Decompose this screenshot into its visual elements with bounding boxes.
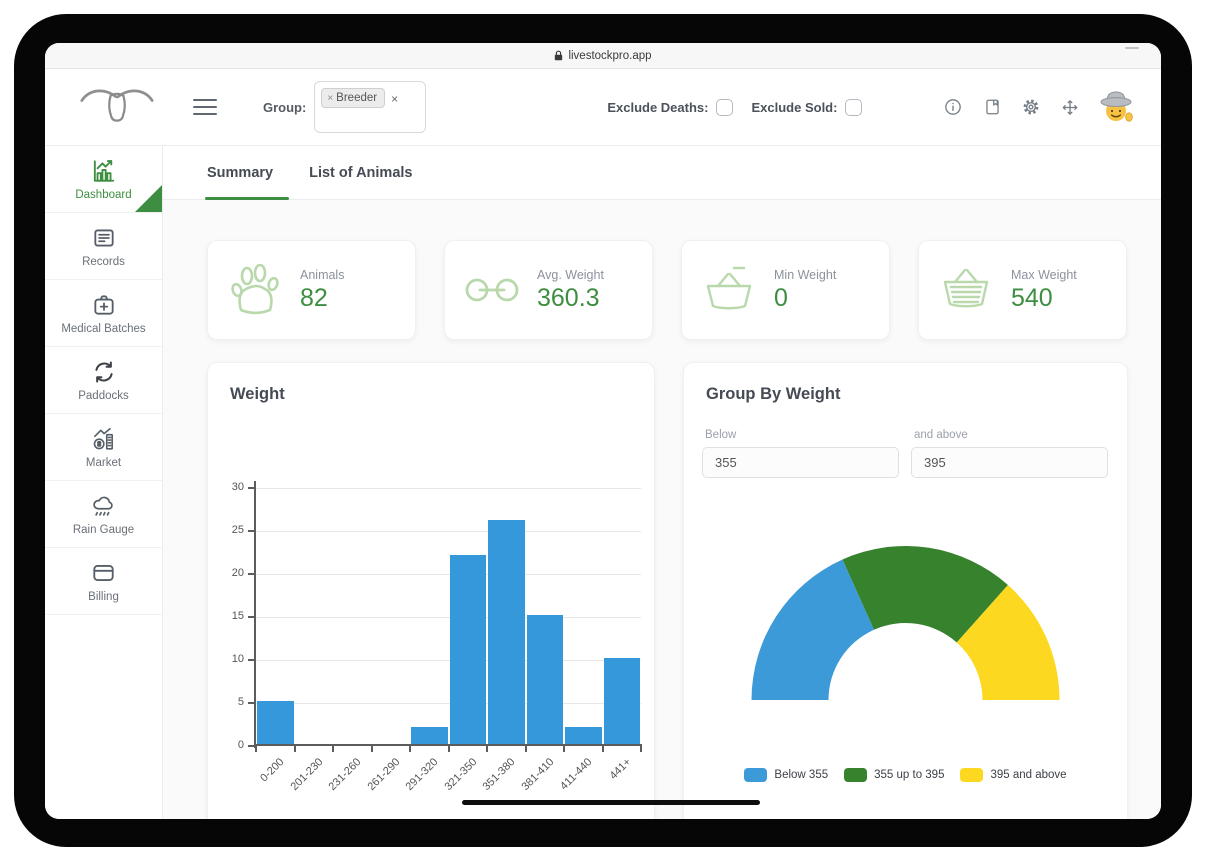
y-axis-tick-label: 30 (231, 481, 244, 493)
move-arrows-icon[interactable] (1060, 97, 1080, 117)
medical-kit-icon (93, 294, 114, 315)
legend-item-0[interactable]: Below 355 (744, 768, 828, 782)
histogram-bar-0-200 (257, 701, 294, 744)
legend-swatch (960, 768, 984, 782)
y-axis-tick-label: 5 (237, 696, 244, 708)
rain-cloud-icon (93, 496, 113, 516)
hamburger-menu-button[interactable] (193, 99, 217, 115)
weight-panel-title: Weight (230, 385, 285, 403)
histogram-bar-291-320 (411, 726, 448, 744)
and-above-field: and above (911, 429, 1108, 478)
main-content: Summary List of Animals (163, 146, 1161, 819)
basket-minus-icon (698, 264, 760, 316)
below-input[interactable] (702, 447, 899, 478)
gauge-segment-0 (751, 559, 874, 700)
settings-gear-icon[interactable] (1021, 97, 1041, 117)
paw-icon (224, 264, 286, 316)
home-indicator[interactable] (462, 800, 760, 805)
weight-histogram-chart: 0 5 10 15 20 25 30 0-200 201-230 231-260 261-290 29… (232, 481, 642, 793)
group-chip-breeder[interactable]: × Breeder (321, 88, 386, 108)
sidebar-item-records[interactable]: Records (45, 213, 162, 280)
y-axis-tick-label: 10 (231, 653, 244, 665)
refresh-arrows-icon (94, 360, 113, 383)
y-axis-tick-label: 20 (231, 567, 244, 579)
below-label: Below (705, 429, 737, 441)
stat-card-avg-weight: Avg. Weight 360.3 (444, 240, 653, 340)
dashboard-chart-icon (93, 159, 115, 182)
group-panel-title: Group By Weight (706, 385, 841, 403)
address-text: livestockpro.app (554, 50, 652, 62)
stat-value: 82 (300, 283, 328, 312)
group-multiselect[interactable]: × Breeder × (314, 81, 427, 133)
histogram-bar-381-410 (526, 615, 563, 744)
sidebar-item-medical-batches[interactable]: Medical Batches (45, 280, 162, 347)
gauge-segment-2 (956, 585, 1060, 700)
app-header: Group: × Breeder × Exclude Deaths: Exclu… (45, 69, 1161, 146)
sidebar-item-market[interactable]: Market (45, 414, 162, 481)
group-clear-button[interactable]: × (391, 92, 399, 106)
histogram-bar-321-350 (449, 554, 486, 744)
browser-url-bar[interactable]: livestockpro.app (45, 43, 1161, 69)
gauge-segment-1 (842, 545, 1008, 643)
stat-card-min-weight: Min Weight 0 (681, 240, 890, 340)
tab-list-of-animals[interactable]: List of Animals (309, 164, 413, 181)
stat-card-max-weight: Max Weight 540 (918, 240, 1127, 340)
window-control-dash (1125, 47, 1139, 49)
weight-histogram-panel: Weight 0 5 10 15 20 25 30 0-200 201-230 231-260 26… (207, 362, 655, 819)
legend-label: 355 up to 395 (874, 769, 945, 781)
screen: livestockpro.app Group: × Breeder × Excl… (45, 43, 1161, 819)
histogram-bar-441+ (603, 658, 640, 744)
credit-card-icon (93, 564, 114, 581)
and-above-label: and above (914, 429, 968, 441)
legend-item-1[interactable]: 355 up to 395 (844, 768, 944, 782)
legend-item-2[interactable]: 395 and above (960, 768, 1067, 782)
exclude-deaths-group: Exclude Deaths: (607, 98, 734, 116)
stat-label: Animals (300, 267, 345, 282)
cowboy-avatar[interactable] (1099, 90, 1135, 124)
group-by-weight-panel: Group By Weight Below and above Below 35… (683, 362, 1128, 819)
basket-full-icon (935, 264, 997, 316)
stat-cards-row: Animals 82 Avg. Weight 360.3 (207, 240, 1161, 340)
legend-swatch (844, 768, 868, 782)
sidebar-item-billing[interactable]: Billing (45, 548, 162, 615)
group-label: Group: (263, 99, 307, 115)
tab-summary[interactable]: Summary (204, 146, 290, 200)
exclude-sold-checkbox[interactable] (845, 98, 863, 116)
y-axis-tick-label: 15 (231, 610, 244, 622)
linked-rings-icon (461, 274, 523, 306)
legend-swatch (744, 768, 768, 782)
exclude-sold-group: Exclude Sold: (751, 98, 863, 116)
y-axis-tick-label: 0 (237, 739, 244, 751)
legend-label: Below 355 (774, 769, 829, 781)
legend-label: 395 and above (990, 769, 1067, 781)
bull-logo-icon (80, 89, 154, 122)
stat-card-animals: Animals 82 (207, 240, 416, 340)
tab-bar: Summary List of Animals (163, 146, 1161, 200)
chip-remove-icon[interactable]: × (327, 92, 334, 104)
sidebar-item-rain-gauge[interactable]: Rain Gauge (45, 481, 162, 548)
notes-icon[interactable] (982, 97, 1002, 117)
weight-gauge-chart (751, 545, 1060, 700)
gauge-legend: Below 355 355 up to 395 395 and above (684, 768, 1127, 782)
exclude-deaths-checkbox[interactable] (716, 98, 734, 116)
market-coins-chart-icon (93, 427, 113, 450)
histogram-bar-411-440 (565, 726, 602, 744)
sidebar-nav: Dashboard Records Medical Batches Paddoc… (45, 146, 163, 819)
info-icon[interactable] (943, 97, 963, 117)
records-document-icon (93, 228, 114, 247)
sidebar-item-paddocks[interactable]: Paddocks (45, 347, 162, 414)
sidebar-item-dashboard[interactable]: Dashboard (45, 146, 162, 213)
y-axis-tick-label: 25 (231, 524, 244, 536)
and-above-input[interactable] (911, 447, 1108, 478)
lock-icon (555, 50, 563, 61)
active-indicator-triangle (135, 185, 162, 212)
below-field: Below (702, 429, 899, 478)
histogram-bar-351-380 (488, 520, 525, 744)
